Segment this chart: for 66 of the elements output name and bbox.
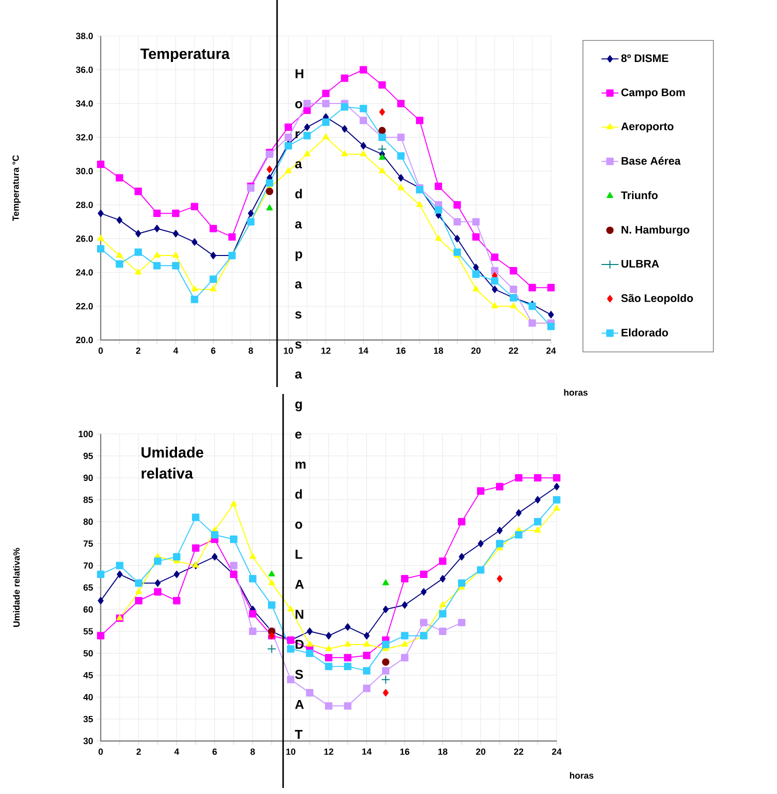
x-axis-title: horas — [570, 772, 594, 779]
x-tick-label: 14 — [362, 748, 372, 755]
x-tick-label: 10 — [284, 348, 293, 354]
legend-label: Triunfo — [621, 191, 658, 200]
y-tick-label: 95 — [84, 452, 93, 460]
y-axis-title: Temperatura °C — [12, 155, 21, 221]
y-tick-label: 38.0 — [76, 32, 93, 40]
x-tick-label: 18 — [438, 748, 448, 755]
y-tick-label: 32.0 — [76, 134, 93, 140]
x-tick-label: 20 — [476, 748, 486, 755]
y-tick-label: 80 — [83, 518, 93, 525]
y-tick-label: 22.0 — [76, 303, 93, 310]
y-tick-label: 24.0 — [76, 269, 93, 276]
x-tick-label: 8 — [248, 348, 254, 354]
y-tick-label: 35 — [83, 716, 93, 722]
y-tick-label: 20.0 — [76, 336, 93, 344]
y-tick-label: 65 — [84, 584, 93, 591]
legend-label: N. Hamburgo — [622, 226, 690, 236]
x-tick-label: 10 — [286, 748, 296, 755]
y-tick-label: 70 — [84, 562, 93, 569]
y-tick-label: 26.0 — [76, 235, 93, 242]
y-tick-label: 36.0 — [76, 66, 93, 73]
legend-label: São Leopoldo — [621, 294, 693, 304]
x-tick-label: 12 — [321, 348, 330, 354]
y-tick-label: 28.0 — [76, 202, 93, 208]
y-tick-label: 45 — [83, 672, 93, 678]
legend-label: 8º DISME — [621, 54, 668, 62]
annotation: Umidade relativa — [142, 446, 204, 479]
x-axis-title: horas — [564, 389, 588, 396]
x-tick-label: 16 — [400, 748, 410, 755]
legend-label: ULBRA — [622, 260, 659, 268]
x-tick-label: 2 — [136, 748, 141, 755]
x-tick-label: 0 — [98, 748, 103, 755]
x-tick-label: 20 — [471, 348, 481, 354]
x-tick-label: 4 — [173, 348, 178, 354]
y-tick-label: 50 — [83, 650, 93, 656]
x-tick-label: 8 — [250, 748, 255, 755]
x-tick-label: 6 — [212, 748, 217, 755]
y-tick-label: 90 — [84, 474, 93, 482]
x-tick-label: 24 — [546, 348, 556, 354]
y-tick-label: 40 — [83, 694, 93, 700]
legend-label: Campo Bom — [621, 88, 685, 98]
annotation: Temperatura — [140, 48, 230, 62]
y-tick-label: 30.0 — [76, 168, 93, 174]
legend-label: Aeroporto — [621, 122, 674, 132]
x-tick-label: 24 — [552, 748, 562, 755]
y-tick-label: 55 — [83, 628, 93, 634]
y-tick-label: 60 — [84, 606, 93, 613]
x-tick-label: 0 — [98, 348, 103, 354]
x-tick-label: 12 — [324, 748, 334, 755]
y-tick-label: 100 — [78, 430, 93, 438]
x-tick-label: 16 — [396, 348, 406, 354]
x-tick-label: 22 — [514, 748, 524, 755]
y-axis-title: Umidade relativa% — [13, 548, 20, 627]
x-tick-label: 4 — [174, 748, 180, 755]
x-tick-label: 2 — [136, 348, 140, 354]
legend-label: Eldorado — [622, 328, 668, 336]
y-tick-label: 85 — [83, 496, 93, 503]
x-tick-label: 6 — [211, 348, 216, 354]
y-tick-label: 75 — [84, 540, 93, 547]
y-tick-label: 34.0 — [76, 100, 93, 107]
y-tick-label: 30 — [83, 738, 93, 744]
x-tick-label: 14 — [358, 348, 368, 354]
legend-label: Base Aérea — [622, 156, 681, 165]
x-tick-label: 22 — [508, 348, 518, 354]
x-tick-label: 18 — [434, 348, 444, 354]
